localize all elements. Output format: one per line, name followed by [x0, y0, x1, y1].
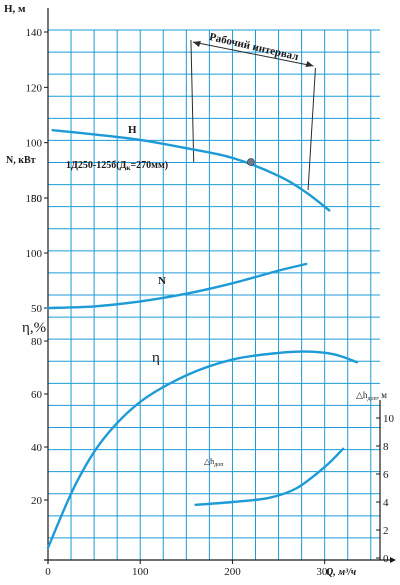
- npsh-tick-label: 4: [383, 497, 389, 509]
- x-tick-label: 300: [316, 566, 333, 578]
- grid: [47, 29, 380, 561]
- npsh-axis-label: △hдоп, м: [356, 390, 387, 402]
- h-tick-label: 120: [26, 82, 43, 94]
- working-range-arrow-left: [192, 41, 201, 47]
- labels: H Nη △hдоп 1Д250-125б(Дк=270мм): [66, 124, 224, 468]
- n-tick-label: 150: [26, 193, 43, 205]
- working-range-right-line: [307, 67, 316, 191]
- n-series-label: N: [158, 275, 166, 287]
- h-tick-label: 140: [26, 27, 43, 39]
- x-tick-label: 100: [132, 566, 149, 578]
- npsh-curve: [194, 447, 345, 506]
- x-axis-label: Q, м³/ч: [326, 567, 356, 578]
- x-tick-label: 200: [224, 566, 241, 578]
- pump-model-label: 1Д250-125б(Дк=270мм): [66, 160, 168, 172]
- h-tick-label: 80: [31, 193, 43, 205]
- npsh-tick-label: 8: [383, 441, 389, 453]
- n-tick-label: 100: [26, 248, 43, 260]
- operating-point-marker: [246, 158, 255, 166]
- eta-series-label: η: [152, 350, 160, 366]
- n-axis-label: N, кВт: [6, 155, 36, 166]
- npsh-tick-label: 2: [383, 525, 389, 537]
- h-curve: [51, 129, 331, 212]
- h-axis-label: H, м: [4, 3, 26, 15]
- npsh-tick-label: 0: [383, 553, 389, 565]
- working-range-arrow-right: [305, 61, 314, 67]
- eta-tick-label: 40: [31, 442, 43, 454]
- x-tick-label: 0: [45, 566, 51, 578]
- h-tick-label: 100: [26, 138, 43, 150]
- eta-tick-label: 20: [31, 495, 43, 507]
- eta-tick-label: 80: [31, 336, 43, 348]
- npsh-series-label: △hдоп: [204, 457, 224, 468]
- eta-tick-label: 60: [31, 389, 43, 401]
- x-axis-arrow: [390, 557, 396, 563]
- eta-axis-label: η,%: [22, 320, 46, 336]
- n-tick-label: 50: [31, 303, 43, 315]
- eta-curve: [46, 350, 359, 549]
- working-range-left-line: [190, 39, 195, 163]
- working-range-arrow-line: [192, 41, 314, 67]
- npsh-tick-label: 10: [383, 413, 395, 425]
- series: [46, 129, 359, 549]
- n-curve: [46, 262, 308, 310]
- npsh-tick-label: 6: [383, 469, 389, 481]
- h-series-label: H: [128, 124, 137, 136]
